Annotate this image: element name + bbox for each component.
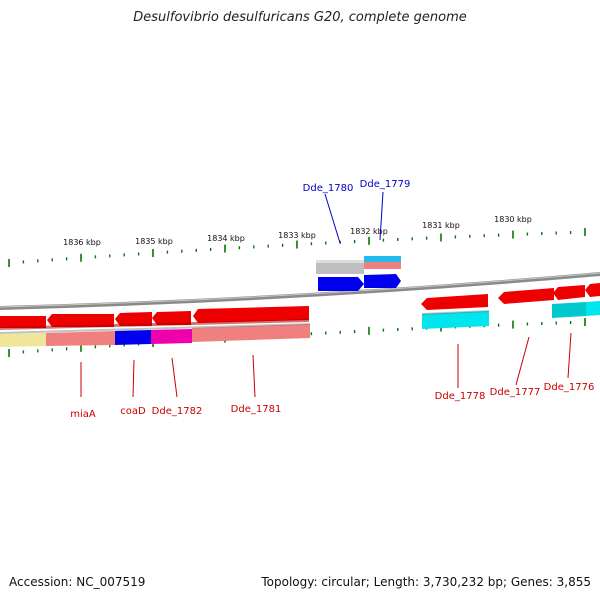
gene-label-dde-1777[interactable]: Dde_1777 bbox=[490, 387, 541, 398]
feature-bar[interactable] bbox=[586, 301, 600, 316]
genome-backbone-highlight bbox=[0, 272, 600, 308]
top-gene-labels: Dde_1780 Dde_1779 bbox=[303, 179, 411, 244]
map-title: Desulfovibrio desulfuricans G20, complet… bbox=[133, 10, 467, 25]
scale-label: 1834 kbp bbox=[207, 234, 245, 243]
gene-shadow bbox=[0, 319, 309, 330]
scale-label: 1832 kbp bbox=[350, 227, 388, 236]
reverse-gene-track-right bbox=[421, 283, 600, 310]
scale-labels: 1836 kbp 1835 kbp 1834 kbp 1833 kbp 1832… bbox=[63, 215, 532, 247]
label-leader-line bbox=[515, 336, 530, 386]
label-leader-line bbox=[252, 354, 256, 398]
upper-feature-track bbox=[316, 256, 401, 291]
gene-arrow-dde-1780[interactable] bbox=[318, 277, 364, 291]
feature-bar[interactable] bbox=[46, 331, 115, 346]
scale-label: 1830 kbp bbox=[494, 215, 532, 224]
gene-label-dde-1776[interactable]: Dde_1776 bbox=[544, 382, 595, 393]
label-leader-line bbox=[567, 332, 572, 379]
gene-arrow[interactable] bbox=[193, 306, 309, 323]
bottom-gene-labels: miaA coaD Dde_1782 Dde_1781 Dde_1778 Dde… bbox=[70, 332, 595, 420]
genome-backbone bbox=[0, 272, 600, 310]
feature-bar[interactable] bbox=[422, 311, 489, 329]
label-leader-line bbox=[379, 191, 384, 241]
gene-arrow[interactable] bbox=[553, 285, 585, 300]
gene-arrow-dde-1779[interactable] bbox=[364, 274, 401, 288]
scale-label: 1833 kbp bbox=[278, 231, 316, 240]
gene-label-coad[interactable]: coaD bbox=[120, 406, 146, 417]
feature-bar[interactable] bbox=[364, 262, 401, 269]
topology-summary: Topology: circular; Length: 3,730,232 bp… bbox=[261, 575, 591, 589]
gene-label-dde-1778[interactable]: Dde_1778 bbox=[435, 391, 486, 402]
label-leader-line bbox=[132, 359, 135, 398]
gene-arrow[interactable] bbox=[585, 283, 600, 297]
gene-label-dde-1779[interactable]: Dde_1779 bbox=[360, 179, 411, 190]
scale-label: 1836 kbp bbox=[63, 238, 101, 247]
feature-bar[interactable] bbox=[115, 330, 151, 345]
accession-text: Accession: NC_007519 bbox=[9, 575, 146, 589]
gene-label-dde-1782[interactable]: Dde_1782 bbox=[152, 406, 203, 417]
feature-bar-shadow bbox=[0, 323, 310, 334]
lower-feature-track bbox=[0, 301, 600, 347]
label-leader-line bbox=[171, 357, 178, 398]
feature-bar[interactable] bbox=[192, 324, 310, 342]
upper-scale-ticks bbox=[8, 228, 586, 267]
gene-label-dde-1781[interactable]: Dde_1781 bbox=[231, 404, 282, 415]
gene-label-miaa[interactable]: miaA bbox=[70, 409, 96, 420]
feature-bar-highlight bbox=[316, 260, 364, 263]
feature-bar[interactable] bbox=[151, 329, 192, 344]
feature-bar-shadow bbox=[422, 310, 489, 315]
gene-arrow[interactable] bbox=[0, 316, 46, 328]
reverse-gene-track-left bbox=[0, 306, 309, 330]
gene-arrow[interactable] bbox=[152, 311, 191, 325]
feature-bar[interactable] bbox=[364, 256, 401, 262]
scale-label: 1831 kbp bbox=[422, 221, 460, 230]
gene-arrow[interactable] bbox=[498, 288, 554, 304]
feature-bar[interactable] bbox=[316, 260, 364, 274]
feature-bar[interactable] bbox=[0, 333, 46, 347]
label-leader-line bbox=[324, 193, 341, 244]
feature-bar[interactable] bbox=[552, 302, 586, 318]
gene-label-dde-1780[interactable]: Dde_1780 bbox=[303, 183, 354, 194]
gene-arrow[interactable] bbox=[47, 314, 114, 327]
scale-label: 1835 kbp bbox=[135, 237, 173, 246]
gene-arrow[interactable] bbox=[421, 294, 488, 310]
gene-arrow[interactable] bbox=[115, 312, 152, 326]
